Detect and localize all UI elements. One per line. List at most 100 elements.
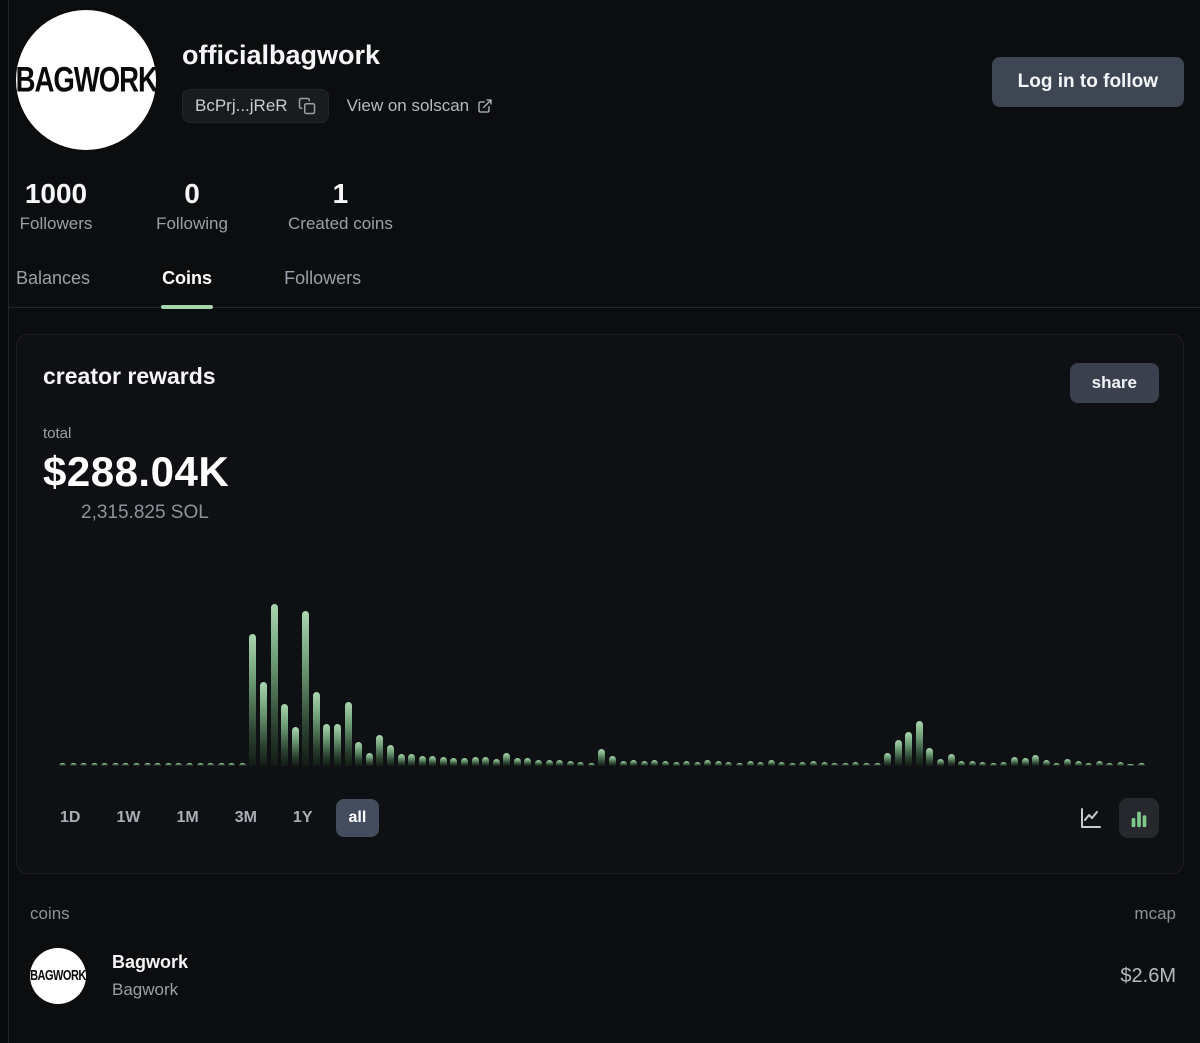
chart-bar: [651, 760, 659, 766]
chart-bar: [788, 763, 796, 766]
coin-mcap-value: $2.6M: [1120, 964, 1176, 987]
chart-bar: [894, 740, 902, 766]
chart-bar: [1137, 763, 1145, 766]
chart-bar: [524, 758, 532, 766]
chart-bar: [577, 762, 585, 766]
chart-bar: [1127, 764, 1135, 766]
chart-bar: [1085, 763, 1093, 766]
stat-following: 0 Following: [152, 178, 232, 234]
chart-bar: [164, 763, 172, 766]
chart-bar: [799, 762, 807, 766]
chart-bar: [905, 732, 913, 766]
chart-bar: [429, 756, 437, 766]
chart-bar: [566, 761, 574, 766]
chart-bar: [672, 762, 680, 766]
chart-bar: [757, 762, 765, 766]
coins-section: coins mcap BAGWORK Bagwork Bagwork $2.6M: [0, 874, 1200, 1004]
range-1m-button[interactable]: 1M: [163, 799, 211, 837]
chart-bar: [408, 754, 416, 766]
chart-bar: [598, 749, 606, 766]
external-link-icon: [478, 99, 492, 113]
chart-bar: [228, 763, 236, 766]
chart-bar: [714, 761, 722, 766]
bar-chart-toggle-button[interactable]: [1119, 798, 1159, 838]
range-1w-button[interactable]: 1W: [103, 799, 153, 837]
chart-bar: [69, 763, 77, 766]
range-all-button[interactable]: all: [335, 799, 380, 837]
range-1d-button[interactable]: 1D: [47, 799, 93, 837]
chart-bar: [175, 763, 183, 766]
coin-name: Bagwork: [112, 952, 189, 972]
chart-bar: [513, 758, 521, 766]
chart-bar: [217, 763, 225, 766]
tab-balances[interactable]: Balances: [16, 268, 91, 288]
chart-bar: [746, 761, 754, 766]
profile-username: officialbagwork: [182, 40, 381, 70]
chart-bar: [111, 763, 119, 766]
total-usd-value: $288.04K: [43, 448, 230, 495]
login-to-follow-button[interactable]: Log in to follow: [991, 57, 1184, 107]
chart-bar: [1116, 762, 1124, 766]
chart-bar: [820, 762, 828, 766]
coins-column-header: coins: [30, 904, 70, 923]
chart-bar: [1011, 757, 1019, 766]
range-3m-button[interactable]: 3M: [222, 799, 270, 837]
share-button[interactable]: share: [1069, 363, 1159, 403]
chart-bar: [376, 735, 384, 766]
chart-bar: [535, 760, 543, 766]
chart-bar: [471, 757, 479, 766]
profile-avatar: BAGWORK: [15, 10, 158, 150]
chart-bar: [1106, 763, 1114, 766]
profile-avatar-text: BAGWORK: [15, 59, 157, 99]
tab-coins[interactable]: Coins: [161, 268, 214, 309]
creator-rewards-card: creator rewards share total $288.04K 2,3…: [16, 334, 1184, 874]
chart-bar: [154, 763, 162, 766]
chart-bar: [1032, 755, 1040, 766]
coin-ticker: Bagwork: [112, 980, 179, 999]
line-chart-toggle-button[interactable]: [1071, 798, 1111, 838]
solscan-link-label: View on solscan: [346, 96, 470, 115]
chart-bar: [884, 753, 892, 766]
bar-chart-icon: [1131, 811, 1147, 828]
stat-followers: 1000 Followers: [16, 178, 96, 234]
stat-created-coins: 1 Created coins: [288, 178, 393, 234]
chart-bar: [915, 721, 923, 766]
range-1y-button[interactable]: 1Y: [280, 799, 326, 837]
chart-bar: [1063, 759, 1071, 766]
chart-bar: [640, 761, 648, 766]
chart-bar: [693, 762, 701, 766]
chart-bar: [1021, 758, 1029, 766]
chart-bar: [831, 763, 839, 766]
chart-bar: [386, 745, 394, 766]
coin-row-bagwork[interactable]: BAGWORK Bagwork Bagwork $2.6M: [30, 948, 1176, 1004]
chart-bar: [810, 761, 818, 766]
rewards-chart-bars: [59, 596, 1145, 766]
chart-bar: [958, 761, 966, 766]
profile-stats: 1000 Followers 0 Following 1 Created coi…: [0, 150, 1200, 234]
chart-bar: [841, 763, 849, 766]
chart-bar: [59, 763, 66, 766]
chart-bar: [683, 761, 691, 766]
chart-bar: [249, 634, 257, 766]
chart-bar: [609, 756, 617, 766]
chart-bar: [862, 763, 870, 766]
coin-avatar: BAGWORK: [30, 948, 86, 1004]
coin-avatar-text: BAGWORK: [30, 968, 86, 984]
chart-bar: [767, 760, 775, 766]
chart-bar: [344, 702, 352, 766]
chart-bar: [1074, 761, 1082, 766]
chart-bar: [873, 763, 881, 766]
chart-bar: [936, 759, 944, 766]
tab-followers[interactable]: Followers: [284, 268, 362, 288]
created-coins-count: 1: [332, 178, 349, 209]
chart-bar: [545, 760, 553, 766]
chart-bar: [482, 757, 490, 766]
chart-bar: [736, 763, 743, 766]
chart-bar: [460, 758, 468, 766]
address-pill[interactable]: BcPrj...jReR: [182, 89, 329, 123]
chart-bar: [630, 760, 638, 766]
window-left-edge: [0, 0, 9, 1043]
solscan-link[interactable]: View on solscan: [347, 96, 494, 116]
chart-bar: [778, 762, 786, 766]
